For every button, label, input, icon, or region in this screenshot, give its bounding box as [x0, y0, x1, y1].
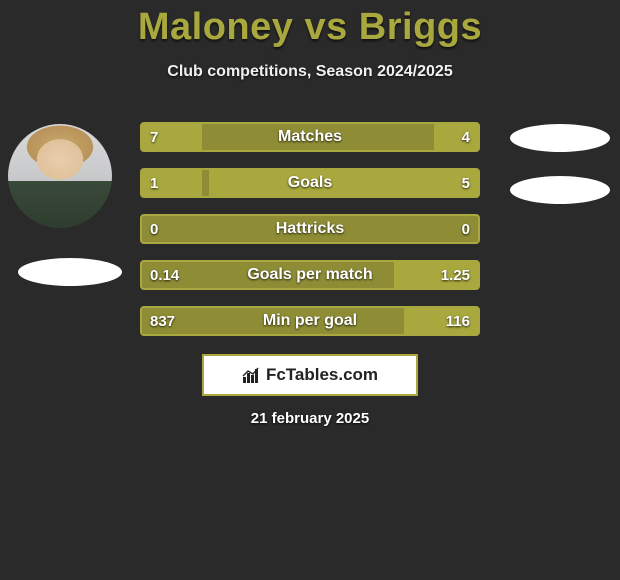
stat-label: Goals [142, 170, 478, 196]
player-right-name-oval [510, 176, 610, 204]
brand-chart-icon [242, 367, 262, 383]
stat-label: Hattricks [142, 216, 478, 242]
player-right-avatar-oval [510, 124, 610, 152]
page-title: Maloney vs Briggs [0, 0, 620, 49]
stat-row: 15Goals [140, 168, 480, 198]
brand-badge: FcTables.com [202, 354, 418, 396]
stat-row: 837116Min per goal [140, 306, 480, 336]
stat-row: 0.141.25Goals per match [140, 260, 480, 290]
date-caption: 21 february 2025 [0, 410, 620, 427]
player-left-name-oval [18, 258, 122, 286]
stat-label: Min per goal [142, 308, 478, 334]
player-left-avatar [8, 124, 112, 228]
comparison-bars: 74Matches 15Goals 00Hattricks 0.141.25Goals… [140, 122, 480, 352]
subtitle: Club competitions, Season 2024/2025 [0, 63, 620, 81]
stat-row: 00Hattricks [140, 214, 480, 244]
stat-label: Goals per match [142, 262, 478, 288]
brand-text: FcTables.com [266, 365, 378, 385]
stat-row: 74Matches [140, 122, 480, 152]
stat-label: Matches [142, 124, 478, 150]
